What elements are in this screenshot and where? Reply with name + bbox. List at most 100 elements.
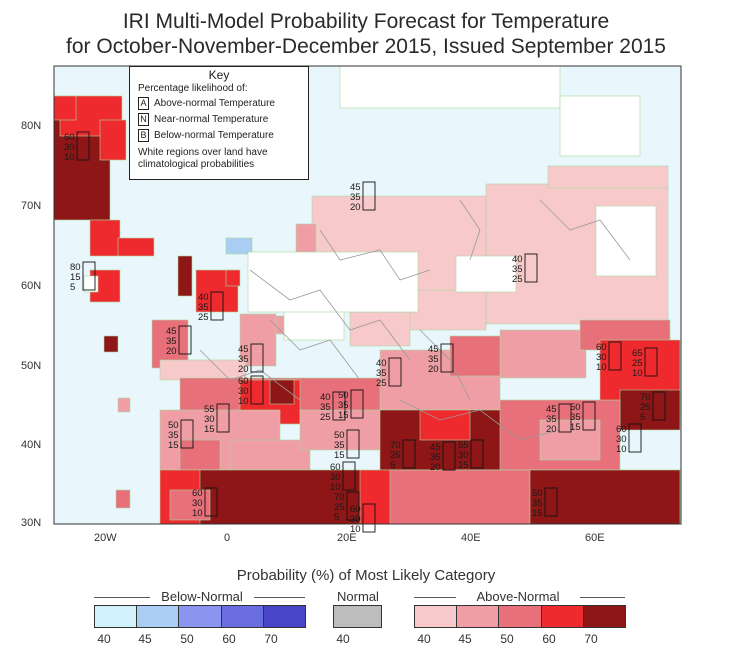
annotation-below-value: 20 <box>428 364 439 375</box>
annotation-above-value: 70 <box>390 440 401 451</box>
annotation-below-value: 10 <box>350 524 361 535</box>
annotation-near-value: 35 <box>338 400 349 411</box>
annotation-box <box>442 441 456 471</box>
lon-label-0: 0 <box>224 532 231 544</box>
annotation-below-value: 10 <box>192 508 203 519</box>
key-letter-below: B <box>138 129 149 142</box>
above-tick-50: 50 <box>500 632 514 646</box>
annotation-above-value: 45 <box>430 442 441 453</box>
below-normal-colorbar <box>94 605 306 628</box>
iran-cell <box>539 419 601 461</box>
key-row-above: A Above-normal Temperature <box>138 97 308 110</box>
above-normal-title: Above-Normal <box>476 589 560 604</box>
normal-colorbar <box>333 605 382 628</box>
annotation-below-value: 10 <box>616 444 627 455</box>
africa-cell <box>229 439 311 475</box>
country-border-line <box>419 329 471 401</box>
annotation-below-value: 25 <box>512 274 523 285</box>
key-label: Percentage likelihood of: <box>138 83 248 94</box>
annotation-box <box>210 291 224 321</box>
annotation-box <box>608 341 622 371</box>
below-swatch-60 <box>221 606 264 627</box>
annotation-box <box>652 391 666 421</box>
annotation-above-value: 50 <box>168 420 179 431</box>
iberia-north-cell <box>159 359 247 381</box>
key-text-above: Above-normal Temperature <box>154 98 275 109</box>
annotation-below-value: 5 <box>70 282 75 293</box>
annotation-near-value: 30 <box>616 434 627 445</box>
greenland-cell <box>99 119 127 161</box>
normal-title: Normal <box>337 589 379 604</box>
annotation-above-value: 45 <box>428 344 439 355</box>
annotation-box <box>82 261 96 291</box>
annotation-above-value: 45 <box>238 344 249 355</box>
annotation-below-value: 5 <box>390 460 395 471</box>
annotation-above-value: 70 <box>334 492 345 503</box>
annotation-below-value: 10 <box>632 368 643 379</box>
annotation-below-value: 5 <box>334 512 339 523</box>
annotation-below-value: 10 <box>238 396 249 407</box>
below-swatch-40 <box>95 606 138 627</box>
lon-label-20e: 20E <box>337 532 357 544</box>
country-border-line <box>539 199 631 261</box>
annotation-below-value: 25 <box>198 312 209 323</box>
middle-east-cell <box>419 409 471 441</box>
above-rule-left <box>414 597 456 598</box>
iceland-cell <box>117 237 155 257</box>
annotation-below-value: 20 <box>238 364 249 375</box>
annotation-near-value: 35 <box>334 440 345 451</box>
annotation-below-value: 20 <box>350 202 361 213</box>
above-tick-45: 45 <box>458 632 472 646</box>
below-rule-right <box>254 597 305 598</box>
annotation-below-value: 25 <box>320 412 331 423</box>
annotation-near-value: 30 <box>238 386 249 397</box>
land-white-cell <box>83 275 99 293</box>
annotation-below-value: 15 <box>458 460 469 471</box>
annotation-near-value: 30 <box>204 414 215 425</box>
annotation-near-value: 35 <box>546 414 557 425</box>
map-frame <box>53 65 682 525</box>
annotation-above-value: 40 <box>512 254 523 265</box>
annotation-near-value: 35 <box>570 412 581 423</box>
europe-cell <box>239 313 277 367</box>
lat-label-80n: 80N <box>21 120 42 132</box>
annotation-box <box>350 389 364 419</box>
arabia-cell <box>389 469 531 525</box>
lat-label-60n: 60N <box>21 280 42 292</box>
annotation-above-value: 60 <box>330 462 341 473</box>
below-tick-50: 50 <box>180 632 194 646</box>
annotation-box <box>204 487 218 517</box>
above-swatch-40 <box>415 606 458 627</box>
annotation-near-value: 25 <box>390 450 401 461</box>
above-swatch-60 <box>541 606 584 627</box>
country-border-line <box>319 229 431 281</box>
country-border-line <box>249 269 411 361</box>
below-normal-title: Below-Normal <box>161 589 243 604</box>
siberia-north-cell <box>547 165 669 189</box>
lon-label-20w: 20W <box>94 532 117 544</box>
annotation-near-value: 30 <box>192 498 203 509</box>
annotation-below-value: 10 <box>330 482 341 493</box>
annotation-near-value: 35 <box>350 192 361 203</box>
key-note-line2: climatological probabilities <box>138 159 255 170</box>
russia-cell <box>349 311 411 347</box>
below-swatch-70 <box>263 606 306 627</box>
annotation-box <box>388 357 402 387</box>
annotation-box <box>362 181 376 211</box>
annotation-box <box>346 491 360 521</box>
map-key: Key Percentage likelihood of: A Above-no… <box>129 66 309 180</box>
annotation-near-value: 30 <box>330 472 341 483</box>
annotation-above-value: 60 <box>616 424 627 435</box>
annotation-box <box>362 503 376 533</box>
